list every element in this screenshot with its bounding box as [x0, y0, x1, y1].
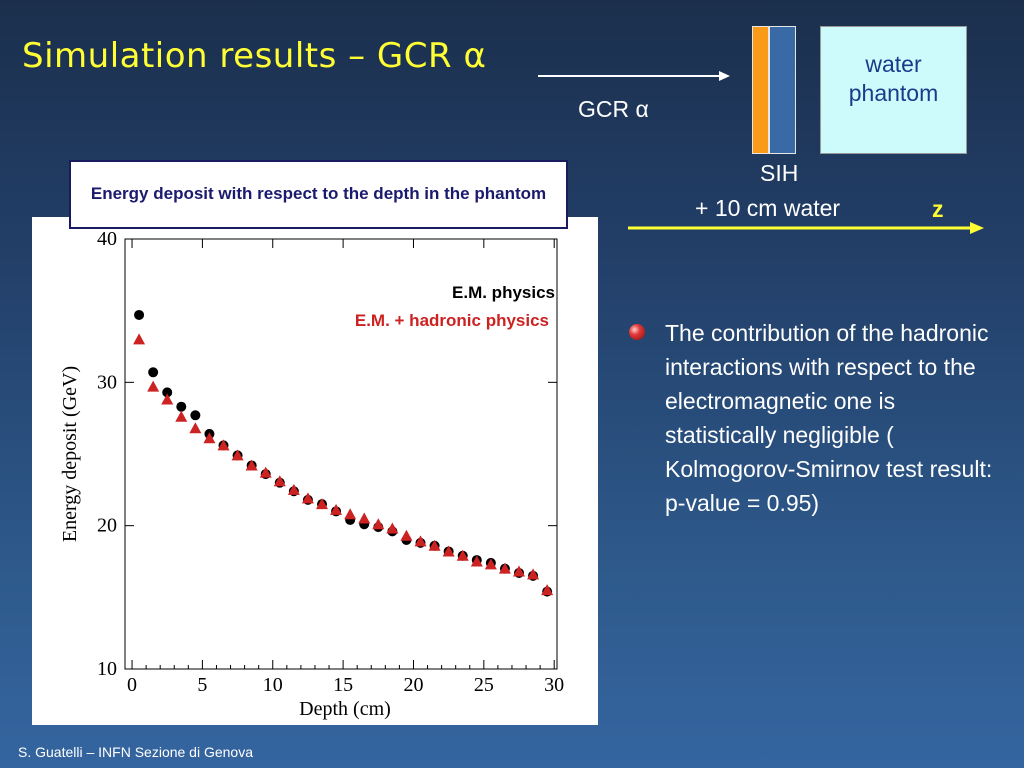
z-axis-arrow [628, 222, 984, 234]
point-em [148, 367, 159, 378]
point-hadronic [344, 508, 357, 520]
water-thickness-label: + 10 cm water [695, 195, 841, 221]
y-tick-label: 10 [97, 658, 117, 680]
chart-panel: 0 5 10 15 20 25 30 10 20 30 40 Depth (cm) Energy d… [32, 217, 598, 725]
shield-layer-blue [769, 26, 796, 154]
bullet-text: The contribution of the hadronic interac… [665, 320, 993, 516]
point-hadronic [316, 498, 329, 510]
beam-label: GCR α [578, 96, 649, 122]
point-hadronic [175, 410, 188, 422]
shield-label: SIH [760, 160, 799, 186]
point-hadronic [203, 432, 216, 444]
point-hadronic [287, 483, 300, 495]
bullet-point: The contribution of the hadronic interac… [628, 316, 998, 520]
y-axis-label: Energy deposit (GeV) [59, 366, 81, 542]
point-hadronic [386, 522, 399, 534]
point-hadronic [358, 512, 371, 524]
y-tick-label: 20 [97, 515, 117, 537]
x-tick-label: 30 [544, 674, 564, 696]
point-hadronic [513, 565, 526, 577]
phantom-label-line1: water [865, 51, 922, 78]
point-hadronic [498, 562, 511, 574]
plot-title-box: Energy deposit with respect to the depth… [69, 160, 568, 229]
footer-credit: S. Guatelli – INFN Sezione di Genova [18, 744, 254, 760]
point-hadronic [245, 459, 258, 471]
plot-title: Energy deposit with respect to the depth… [90, 184, 547, 204]
legend-hadronic: E.M. + hadronic physics [355, 311, 549, 330]
x-tick-label: 10 [263, 674, 283, 696]
point-hadronic [231, 449, 244, 461]
point-em [176, 401, 187, 412]
point-hadronic [400, 529, 413, 541]
point-hadronic [541, 584, 554, 596]
y-tick-label: 40 [97, 228, 117, 250]
point-hadronic [484, 558, 497, 570]
point-hadronic [301, 492, 314, 504]
water-phantom-box: water phantom [820, 26, 967, 154]
point-hadronic [273, 475, 286, 487]
slide-title: Simulation results – GCR α [22, 36, 487, 76]
y-tick-label: 30 [97, 371, 117, 393]
x-axis-label: Depth (cm) [299, 698, 391, 720]
point-hadronic [161, 393, 174, 405]
x-tick-label: 0 [127, 674, 137, 696]
phantom-label-line2: phantom [848, 80, 939, 106]
point-hadronic [414, 535, 427, 547]
x-tick-label: 20 [403, 674, 423, 696]
x-tick-label: 15 [333, 674, 353, 696]
point-em [162, 387, 173, 398]
x-tick-label: 25 [474, 674, 494, 696]
point-hadronic [133, 333, 146, 345]
shield-layer-orange [752, 26, 769, 154]
plot-frame [124, 238, 558, 670]
point-em [190, 410, 201, 421]
x-tick-label: 5 [197, 674, 207, 696]
legend-em: E.M. physics [452, 283, 555, 302]
point-hadronic [217, 439, 230, 451]
chart-svg: 0 5 10 15 20 25 30 10 20 30 40 Depth (cm) Energy d… [59, 228, 564, 720]
point-em [134, 309, 145, 320]
point-hadronic [147, 380, 160, 392]
point-hadronic [428, 539, 441, 551]
bullet-icon [629, 324, 645, 340]
point-hadronic [330, 503, 343, 515]
point-hadronic [259, 466, 272, 478]
z-axis-label: z [932, 196, 944, 222]
point-hadronic [442, 545, 455, 557]
point-hadronic [456, 549, 469, 561]
beam-arrow [538, 71, 730, 81]
point-hadronic [470, 555, 483, 567]
point-hadronic [527, 568, 540, 580]
point-hadronic [189, 422, 202, 434]
point-hadronic [372, 518, 385, 530]
